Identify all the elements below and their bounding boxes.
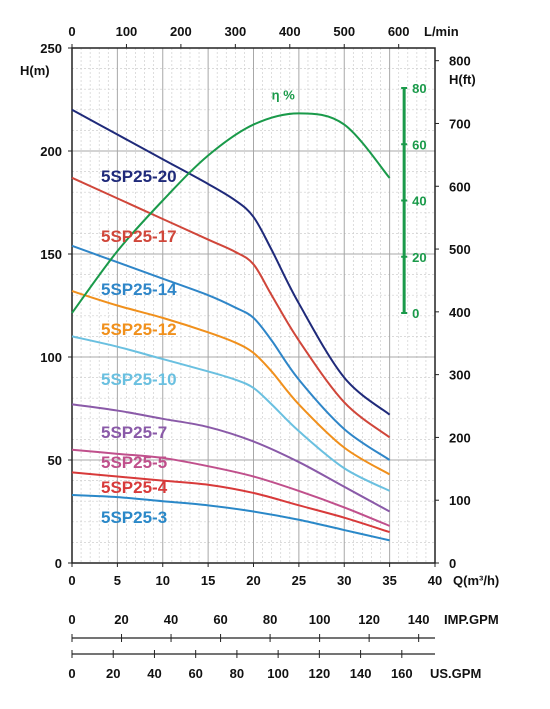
- bottom-axis-tick-label: 15: [201, 573, 215, 588]
- curve-label-5sp25-4: 5SP25-4: [101, 478, 168, 497]
- imp-gpm-tick-label: 60: [213, 612, 227, 627]
- right-axis-tick-label: 500: [449, 242, 471, 257]
- series-line-5sp25-5: [71, 448, 391, 527]
- imp-gpm-tick-label: 140: [408, 612, 430, 627]
- top-axis-tick-label: 200: [170, 24, 192, 39]
- top-axis-tick-label: 400: [279, 24, 301, 39]
- us-gpm-tick-label: 80: [230, 666, 244, 681]
- bottom-axis-tick-label: 35: [382, 573, 396, 588]
- efficiency-tick-label: 80: [412, 81, 426, 96]
- curve-label-5sp25-3: 5SP25-3: [101, 508, 167, 527]
- bottom-axis-label: Q(m³/h): [453, 573, 499, 588]
- curve-label-5sp25-5: 5SP25-5: [101, 453, 167, 472]
- imp-gpm-tick-label: 80: [263, 612, 277, 627]
- right-axis-tick-label: 700: [449, 116, 471, 131]
- left-axis-tick-label: 50: [48, 453, 62, 468]
- right-axis-tick-label: 600: [449, 179, 471, 194]
- top-axis-tick-label: 500: [333, 24, 355, 39]
- top-axis-tick-label: 600: [388, 24, 410, 39]
- axes: 050100150200250H(m)010020030040050060070…: [20, 24, 499, 681]
- us-gpm-axis-label: US.GPM: [430, 666, 481, 681]
- efficiency-curve: [71, 112, 391, 314]
- left-axis-tick-label: 250: [40, 41, 62, 56]
- us-gpm-tick-label: 160: [391, 666, 413, 681]
- imp-gpm-tick-label: 0: [68, 612, 75, 627]
- imp-gpm-tick-label: 40: [164, 612, 178, 627]
- top-axis-tick-label: 100: [116, 24, 138, 39]
- right-axis-tick-label: 400: [449, 305, 471, 320]
- top-axis-tick-label: 300: [224, 24, 246, 39]
- left-axis-tick-label: 150: [40, 247, 62, 262]
- series-line-5sp25-14: [71, 244, 391, 461]
- us-gpm-tick-label: 120: [309, 666, 331, 681]
- efficiency-tick-label: 40: [412, 194, 426, 209]
- us-gpm-tick-label: 40: [147, 666, 161, 681]
- curve-label-5sp25-12: 5SP25-12: [101, 320, 177, 339]
- top-axis-tick-label: 0: [68, 24, 75, 39]
- series-line-5sp25-7: [71, 403, 391, 513]
- series-line-5sp25-10: [71, 335, 391, 492]
- right-axis-tick-label: 300: [449, 368, 471, 383]
- bottom-axis-tick-label: 5: [114, 573, 121, 588]
- right-axis-label: H(ft): [449, 72, 476, 87]
- us-gpm-tick-label: 60: [188, 666, 202, 681]
- series-line-5sp25-20: [71, 108, 391, 416]
- imp-gpm-tick-label: 20: [114, 612, 128, 627]
- right-axis-tick-label: 100: [449, 493, 471, 508]
- efficiency-label: η %: [272, 88, 296, 103]
- curve-label-5sp25-17: 5SP25-17: [101, 227, 177, 246]
- right-axis-tick-label: 200: [449, 430, 471, 445]
- series-line-5sp25-3: [71, 494, 390, 542]
- series-line-5sp25-17: [71, 176, 391, 439]
- curve-label-5sp25-14: 5SP25-14: [101, 280, 177, 299]
- curve-label-5sp25-20: 5SP25-20: [101, 167, 177, 186]
- series-line-5sp25-4: [71, 471, 390, 534]
- series-line-5sp25-12: [71, 290, 391, 476]
- us-gpm-tick-label: 0: [68, 666, 75, 681]
- us-gpm-tick-label: 140: [350, 666, 372, 681]
- bottom-axis-tick-label: 0: [68, 573, 75, 588]
- curve-labels: 5SP25-20 5SP25-17 5SP25-14 5SP25-12 5SP25-10…: [101, 167, 177, 527]
- curve-label-5sp25-7: 5SP25-7: [101, 423, 167, 442]
- imp-gpm-tick-label: 120: [358, 612, 380, 627]
- bottom-axis-tick-label: 40: [428, 573, 442, 588]
- series-layer: [71, 108, 391, 542]
- efficiency-tick-label: 0: [412, 306, 419, 321]
- efficiency-tick-label: 60: [412, 137, 426, 152]
- efficiency-layer: 0 20 40 60 80 η %: [71, 81, 427, 321]
- top-axis-label: L/min: [424, 24, 459, 39]
- bottom-axis-tick-label: 20: [246, 573, 260, 588]
- bottom-axis-tick-label: 10: [156, 573, 170, 588]
- imp-gpm-axis-label: IMP.GPM: [444, 612, 499, 627]
- left-axis-tick-label: 200: [40, 144, 62, 159]
- curve-label-5sp25-10: 5SP25-10: [101, 370, 177, 389]
- left-axis-tick-label: 0: [55, 556, 62, 571]
- imp-gpm-tick-label: 100: [309, 612, 331, 627]
- left-axis-label: H(m): [20, 63, 50, 78]
- bottom-axis-tick-label: 30: [337, 573, 351, 588]
- left-axis-tick-label: 100: [40, 350, 62, 365]
- bottom-axis-tick-label: 25: [292, 573, 306, 588]
- right-axis-tick-label: 0: [449, 556, 456, 571]
- us-gpm-tick-label: 100: [267, 666, 289, 681]
- us-gpm-tick-label: 20: [106, 666, 120, 681]
- efficiency-tick-label: 20: [412, 250, 426, 265]
- right-axis-tick-label: 800: [449, 54, 471, 69]
